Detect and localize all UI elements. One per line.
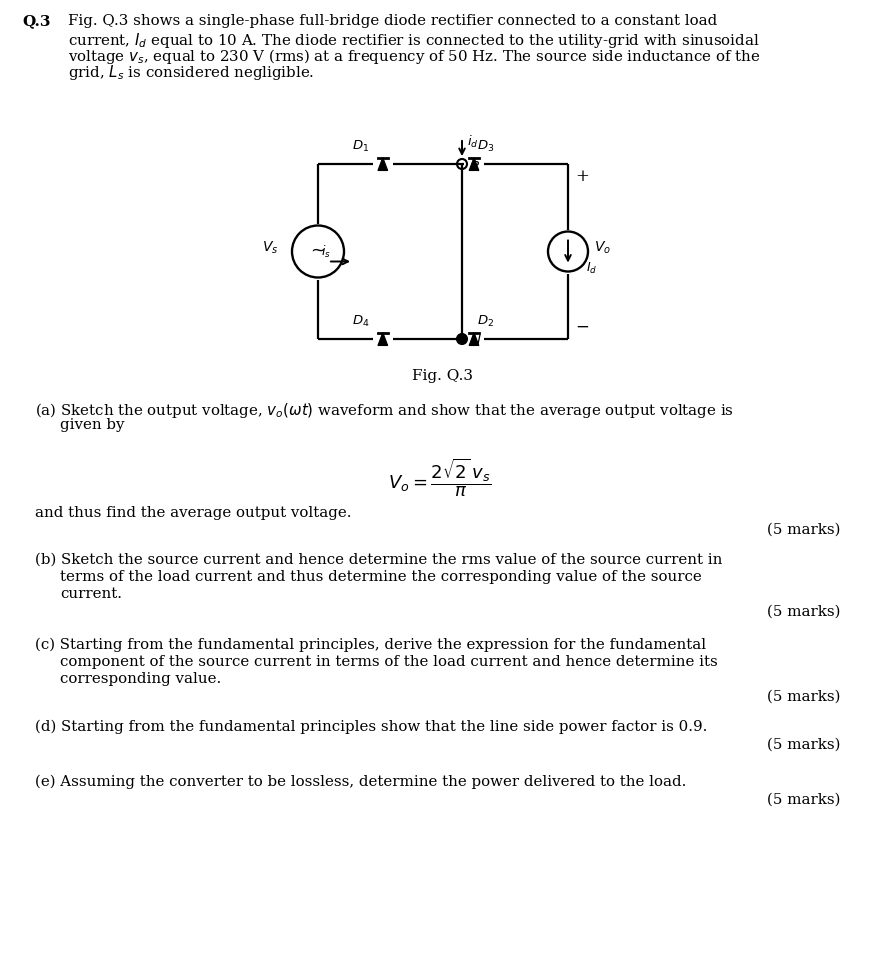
Text: +: + xyxy=(575,168,589,185)
Text: $V_o$: $V_o$ xyxy=(594,239,611,255)
Text: ~: ~ xyxy=(310,242,326,259)
Text: current, $I_d$ equal to 10 A. The diode rectifier is connected to the utility-gr: current, $I_d$ equal to 10 A. The diode … xyxy=(68,31,759,49)
Text: corresponding value.: corresponding value. xyxy=(60,672,222,686)
Text: Fig. Q.3: Fig. Q.3 xyxy=(413,369,474,383)
Text: $I_d$: $I_d$ xyxy=(586,260,597,276)
Polygon shape xyxy=(378,333,388,345)
Text: (d) Starting from the fundamental principles show that the line side power facto: (d) Starting from the fundamental princi… xyxy=(35,720,708,735)
Polygon shape xyxy=(470,333,479,345)
Text: and thus find the average output voltage.: and thus find the average output voltage… xyxy=(35,506,351,520)
Text: given by: given by xyxy=(60,418,124,432)
Text: −: − xyxy=(575,319,589,336)
Text: voltage $v_s$, equal to 230 V (rms) at a frequency of 50 Hz. The source side ind: voltage $v_s$, equal to 230 V (rms) at a… xyxy=(68,47,760,66)
Text: (5 marks): (5 marks) xyxy=(766,605,840,619)
Polygon shape xyxy=(470,157,479,171)
Text: Fig. Q.3 shows a single-phase full-bridge diode rectifier connected to a constan: Fig. Q.3 shows a single-phase full-bridg… xyxy=(68,14,717,28)
Text: (5 marks): (5 marks) xyxy=(766,523,840,537)
Text: grid, $L_s$ is considered negligible.: grid, $L_s$ is considered negligible. xyxy=(68,64,314,83)
Text: (5 marks): (5 marks) xyxy=(766,793,840,807)
Text: $D_2$: $D_2$ xyxy=(477,314,494,329)
Text: (5 marks): (5 marks) xyxy=(766,738,840,752)
Text: $D_4$: $D_4$ xyxy=(352,314,370,329)
Text: (a) Sketch the output voltage, $v_o(\omega t)$ waveform and show that the averag: (a) Sketch the output voltage, $v_o(\ome… xyxy=(35,401,734,420)
Circle shape xyxy=(457,335,467,343)
Text: component of the source current in terms of the load current and hence determine: component of the source current in terms… xyxy=(60,655,717,669)
Text: $i_s$: $i_s$ xyxy=(321,243,331,259)
Circle shape xyxy=(457,334,467,344)
Text: Q.3: Q.3 xyxy=(22,14,51,28)
Text: (5 marks): (5 marks) xyxy=(766,690,840,704)
Text: (e) Assuming the converter to be lossless, determine the power delivered to the : (e) Assuming the converter to be lossles… xyxy=(35,775,687,790)
Circle shape xyxy=(457,159,467,169)
Text: terms of the load current and thus determine the corresponding value of the sour: terms of the load current and thus deter… xyxy=(60,570,702,584)
Text: $V_s$: $V_s$ xyxy=(262,239,278,255)
Text: $N$: $N$ xyxy=(470,334,482,346)
Text: $i_d$: $i_d$ xyxy=(467,134,478,150)
Text: (b) Sketch the source current and hence determine the rms value of the source cu: (b) Sketch the source current and hence … xyxy=(35,553,723,567)
Text: $D_1$: $D_1$ xyxy=(352,139,370,154)
Text: $P$: $P$ xyxy=(470,159,480,173)
Text: current.: current. xyxy=(60,587,122,601)
Text: $D_3$: $D_3$ xyxy=(477,139,494,154)
Text: $V_o = \dfrac{2\sqrt{2}\,v_s}{\pi}$: $V_o = \dfrac{2\sqrt{2}\,v_s}{\pi}$ xyxy=(388,456,491,498)
Polygon shape xyxy=(378,157,388,171)
Text: (c) Starting from the fundamental principles, derive the expression for the fund: (c) Starting from the fundamental princi… xyxy=(35,638,706,653)
